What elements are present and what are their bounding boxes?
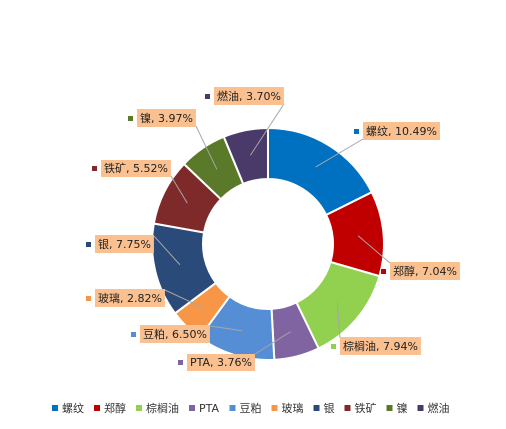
- legend: 螺纹 郑醇 棕榈油 PTA 豆粕 玻璃 银 铁矿 镍 燃油: [52, 401, 449, 415]
- data-label-text: 银, 7.75%: [98, 237, 151, 251]
- legend-label: 镍: [396, 401, 407, 415]
- data-label-3: 棕榈油, 7.94%: [331, 337, 421, 355]
- data-label-marker: [128, 116, 133, 121]
- legend-item-1: 螺纹: [52, 401, 84, 415]
- leader-line-3: [336, 302, 341, 339]
- data-label-7: 银, 7.75%: [86, 235, 154, 253]
- data-label-6: 玻璃, 2.82%: [86, 289, 165, 307]
- leader-line-8: [170, 175, 188, 204]
- data-label-bg: [140, 325, 210, 343]
- legend-item-3: 棕榈油: [136, 401, 179, 415]
- legend-item-7: 银: [313, 401, 334, 415]
- data-label-1: 螺纹, 10.49%: [354, 122, 440, 140]
- legend-label: 银: [323, 401, 334, 415]
- leader-line-7: [153, 235, 181, 266]
- data-label-text: 豆粕, 6.50%: [143, 327, 207, 341]
- legend-swatch: [417, 405, 424, 411]
- legend-label: 玻璃: [281, 401, 303, 415]
- data-label-marker: [86, 296, 91, 301]
- data-label-text: 螺纹, 10.49%: [366, 124, 437, 138]
- data-label-marker: [92, 166, 97, 171]
- legend-swatch: [94, 405, 100, 411]
- legend-label: 豆粕: [239, 401, 261, 415]
- leader-line-1: [315, 138, 364, 168]
- data-label-text: 郑醇, 7.04%: [393, 264, 457, 278]
- data-label-bg: [187, 354, 255, 371]
- data-label-marker: [381, 269, 386, 274]
- legend-label: 铁矿: [354, 402, 376, 415]
- legend-swatch: [229, 405, 236, 411]
- leader-line-10: [250, 103, 285, 156]
- data-label-8: 铁矿, 5.52%: [92, 160, 171, 177]
- legend-item-10: 燃油: [417, 401, 449, 415]
- data-label-marker: [205, 94, 210, 99]
- data-label-marker: [131, 332, 136, 337]
- data-label-9: 镍, 3.97%: [128, 109, 196, 127]
- data-label-bg: [390, 262, 460, 280]
- legend-item-5: 豆粕: [229, 401, 261, 415]
- data-label-text: 棕榈油, 7.94%: [343, 339, 418, 353]
- data-label-text: PTA, 3.76%: [190, 356, 252, 369]
- legend-item-4: PTA: [189, 402, 219, 415]
- legend-label: 棕榈油: [146, 401, 179, 415]
- legend-label: 燃油: [427, 401, 449, 415]
- legend-item-9: 镍: [386, 401, 407, 415]
- data-label-bg: [214, 87, 284, 105]
- legend-label: PTA: [199, 402, 219, 415]
- leader-line-6: [164, 289, 205, 309]
- data-label-marker: [178, 360, 183, 365]
- data-labels-group: 螺纹, 10.49% 郑醇, 7.04% 棕榈油, 7.94% PTA, 3.76% 豆…: [86, 87, 460, 371]
- data-label-text: 镍, 3.97%: [140, 111, 193, 125]
- leader-line-9: [195, 125, 218, 170]
- legend-swatch: [344, 405, 351, 411]
- legend-item-8: 铁矿: [344, 402, 376, 415]
- data-label-bg: [101, 160, 171, 177]
- data-label-bg: [95, 289, 165, 307]
- legend-swatch: [52, 405, 58, 411]
- leader-line-5: [209, 325, 243, 332]
- leader-lines-group: [153, 103, 391, 355]
- data-label-marker: [86, 242, 91, 247]
- legend-swatch: [189, 405, 195, 411]
- data-label-bg: [95, 235, 154, 253]
- data-label-text: 燃油, 3.70%: [217, 89, 281, 103]
- data-label-marker: [331, 344, 336, 349]
- legend-swatch: [386, 405, 393, 411]
- data-label-10: 燃油, 3.70%: [205, 87, 284, 105]
- data-label-4: PTA, 3.76%: [178, 354, 255, 371]
- legend-item-2: 郑醇: [94, 401, 126, 415]
- data-label-2: 郑醇, 7.04%: [381, 262, 460, 280]
- legend-swatch: [271, 405, 278, 411]
- data-label-bg: [137, 109, 196, 127]
- data-label-bg: [340, 337, 421, 355]
- legend-swatch: [313, 405, 320, 411]
- leader-line-4: [254, 331, 291, 355]
- legend-item-6: 玻璃: [271, 401, 303, 415]
- data-label-text: 铁矿, 5.52%: [104, 162, 168, 175]
- data-label-bg: [363, 122, 440, 140]
- legend-label: 郑醇: [104, 401, 126, 415]
- legend-swatch: [136, 405, 142, 411]
- leader-line-2: [357, 235, 391, 264]
- legend-label: 螺纹: [62, 401, 84, 415]
- data-label-5: 豆粕, 6.50%: [131, 325, 210, 343]
- data-label-marker: [354, 129, 359, 134]
- data-label-text: 玻璃, 2.82%: [98, 291, 162, 305]
